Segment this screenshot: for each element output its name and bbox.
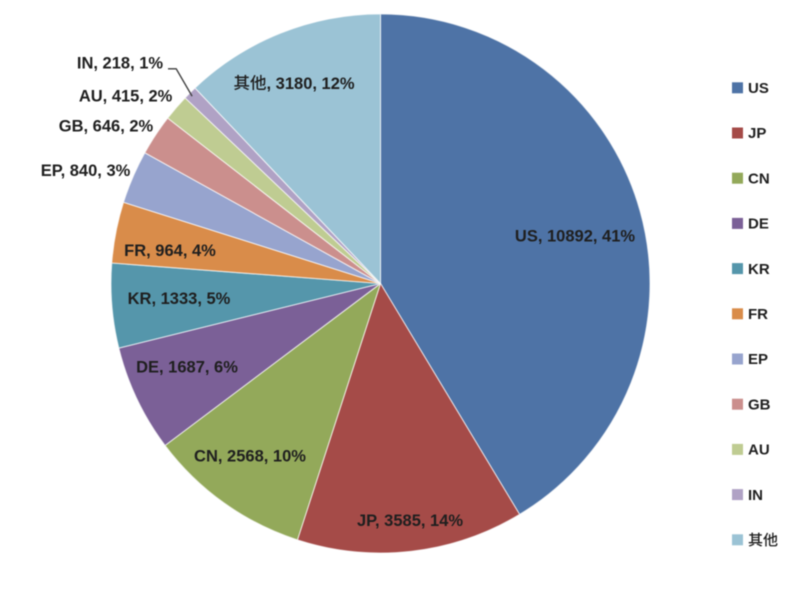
svg-text:JP: JP [748,125,766,142]
svg-text:CN: CN [748,170,770,187]
svg-text:IN, 218, 1%: IN, 218, 1% [77,54,164,72]
svg-text:EP: EP [748,351,768,368]
svg-text:FR, 964, 4%: FR, 964, 4% [124,242,216,260]
svg-text:, 3180, 12%: , 3180, 12% [267,75,355,93]
svg-text:DE, 1687, 6%: DE, 1687, 6% [136,358,238,376]
svg-text:KR: KR [748,261,770,278]
svg-text:IN: IN [748,487,763,504]
svg-text:US: US [748,80,769,97]
svg-text:JP, 3585, 14%: JP, 3585, 14% [357,512,463,530]
svg-text:EP, 840, 3%: EP, 840, 3% [41,162,131,180]
svg-text:GB, 646, 2%: GB, 646, 2% [59,117,154,135]
svg-text:GB: GB [748,396,771,413]
svg-text:AU: AU [748,442,770,459]
svg-text:FR: FR [748,306,768,323]
svg-text:US, 10892, 41%: US, 10892, 41% [515,227,635,245]
svg-text:AU, 415, 2%: AU, 415, 2% [79,88,173,106]
svg-text:KR, 1333, 5%: KR, 1333, 5% [128,290,231,308]
svg-text:DE: DE [748,216,769,233]
svg-text:CN, 2568, 10%: CN, 2568, 10% [194,447,306,465]
